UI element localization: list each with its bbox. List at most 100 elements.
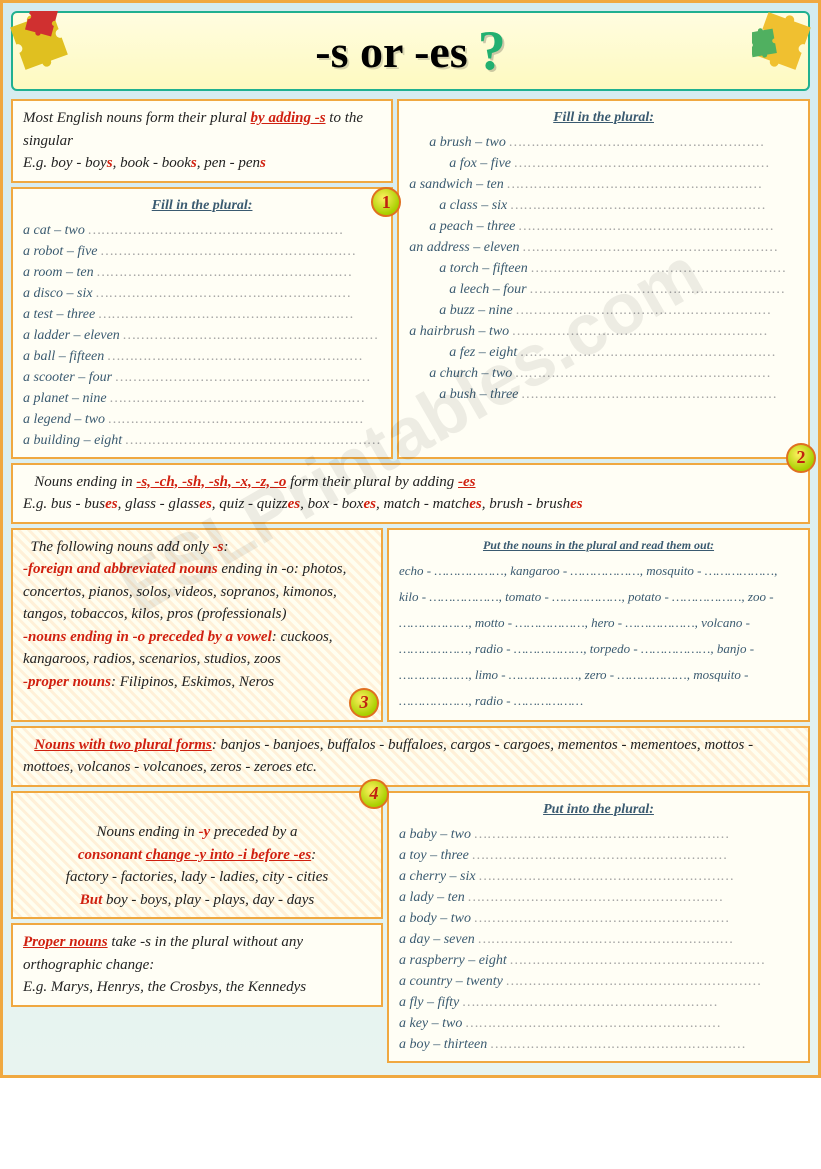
list-item: a toy – three ………………………………………………… bbox=[399, 845, 798, 866]
text: change -y into -i before -es bbox=[146, 847, 311, 863]
text: by adding -s bbox=[251, 110, 326, 126]
text: The following nouns add only bbox=[31, 539, 213, 555]
text: s bbox=[260, 155, 266, 171]
text: But bbox=[80, 892, 103, 908]
exercise-title: Put the nouns in the plural and read the… bbox=[399, 536, 798, 554]
text: Nouns with two plural forms bbox=[34, 737, 212, 753]
badge-1: 1 bbox=[371, 187, 401, 217]
list-item: a baby – two ………………………………………………… bbox=[399, 824, 798, 845]
text: es bbox=[199, 496, 212, 512]
rule-box-4: Nouns with two plural forms: banjos - ba… bbox=[11, 726, 810, 787]
question-mark-icon: ? bbox=[478, 19, 506, 83]
text: Nouns ending in bbox=[96, 824, 198, 840]
list-item: a peach – three ………………………………………………… bbox=[409, 216, 798, 237]
list-item: a robot – five ………………………………………………… bbox=[23, 241, 381, 262]
page-title: -s or -es bbox=[315, 25, 467, 78]
exercise-1: Fill in the plural: a cat – two ……………………… bbox=[11, 187, 393, 459]
list-item: a ladder – eleven ………………………………………………… bbox=[23, 325, 381, 346]
text: echo - ………………, kangaroo - ………………, mosqui… bbox=[399, 558, 798, 714]
text: Nouns ending in bbox=[34, 474, 136, 490]
list-item: a fox – five ………………………………………………… bbox=[409, 153, 798, 174]
exercise-4: Put into the plural: a baby – two ………………… bbox=[387, 791, 810, 1063]
text: E.g. Marys, Henrys, the Crosbys, the Ken… bbox=[23, 979, 306, 995]
title-bar: -s or -es ? bbox=[11, 11, 810, 91]
exercise-3: Put the nouns in the plural and read the… bbox=[387, 528, 810, 722]
list-item: a brush – two ………………………………………………… bbox=[409, 132, 798, 153]
text: : bbox=[311, 847, 316, 863]
text: , quiz - quizz bbox=[212, 496, 288, 512]
badge-4: 4 bbox=[359, 779, 389, 809]
list-item: a cherry – six ………………………………………………… bbox=[399, 866, 798, 887]
text: : bbox=[223, 539, 228, 555]
list-item: a body – two ………………………………………………… bbox=[399, 908, 798, 929]
list-item: a planet – nine ………………………………………………… bbox=[23, 388, 381, 409]
exercise-2: Fill in the plural: a brush – two ………………… bbox=[397, 99, 810, 459]
text: -s, -ch, -sh, -sh, -x, -z, -o bbox=[136, 474, 286, 490]
badge-2: 2 bbox=[786, 443, 816, 473]
list-item: a leech – four ………………………………………………… bbox=[409, 279, 798, 300]
text: -s bbox=[213, 539, 224, 555]
text: Most English nouns form their bbox=[23, 110, 210, 126]
list-item: a disco – six ………………………………………………… bbox=[23, 283, 381, 304]
list-item: a legend – two ………………………………………………… bbox=[23, 409, 381, 430]
text: -proper nouns bbox=[23, 674, 111, 690]
list-item: a class – six ………………………………………………… bbox=[409, 195, 798, 216]
list-item: a key – two ………………………………………………… bbox=[399, 1013, 798, 1034]
text: form their plural by adding bbox=[286, 474, 458, 490]
list-item: a lady – ten ………………………………………………… bbox=[399, 887, 798, 908]
text: , pen - pen bbox=[197, 155, 260, 171]
list-item: a torch – fifteen ………………………………………………… bbox=[409, 258, 798, 279]
text: boy - boys, play - plays, day - days bbox=[102, 892, 314, 908]
list-item: a test – three ………………………………………………… bbox=[23, 304, 381, 325]
exercise-title: Put into the plural: bbox=[399, 799, 798, 820]
text: , brush - brush bbox=[482, 496, 570, 512]
text: -es bbox=[458, 474, 476, 490]
list-item: a scooter – four ………………………………………………… bbox=[23, 367, 381, 388]
list-item: a church – two ………………………………………………… bbox=[409, 363, 798, 384]
list-item: a fez – eight ………………………………………………… bbox=[409, 342, 798, 363]
list-item: a fly – fifty ………………………………………………… bbox=[399, 992, 798, 1013]
rule-box-3: The following nouns add only -s: -foreig… bbox=[11, 528, 383, 722]
text: , box - box bbox=[300, 496, 363, 512]
text: es bbox=[570, 496, 583, 512]
text: factory - factories, lady - ladies, city… bbox=[66, 869, 328, 885]
text: plural bbox=[210, 110, 250, 126]
text: es bbox=[469, 496, 482, 512]
list-item: a ball – fifteen ………………………………………………… bbox=[23, 346, 381, 367]
list-item: a bush – three ………………………………………………… bbox=[409, 384, 798, 405]
text: E.g. bus - bus bbox=[23, 496, 105, 512]
list-item: a building – eight ………………………………………………… bbox=[23, 430, 381, 451]
rule-box-1: Most English nouns form their plural by … bbox=[11, 99, 393, 183]
text: , match - match bbox=[376, 496, 469, 512]
list-item: a room – ten ………………………………………………… bbox=[23, 262, 381, 283]
text: E.g. boy - boy bbox=[23, 155, 107, 171]
text: preceded by a bbox=[210, 824, 297, 840]
list-item: a raspberry – eight ………………………………………………… bbox=[399, 950, 798, 971]
list-item: a sandwich – ten ………………………………………………… bbox=[409, 174, 798, 195]
text: es bbox=[105, 496, 118, 512]
rule-box-5: 4 Nouns ending in -y preceded by a conso… bbox=[11, 791, 383, 920]
list-item: a cat – two ………………………………………………… bbox=[23, 220, 381, 241]
exercise-title: Fill in the plural: bbox=[23, 195, 381, 216]
text: , book - book bbox=[113, 155, 191, 171]
puzzle-icon bbox=[752, 11, 812, 71]
rule-box-6: Proper nouns take -s in the plural witho… bbox=[11, 923, 383, 1007]
text: , glass - glass bbox=[118, 496, 200, 512]
text: consonant bbox=[78, 847, 146, 863]
rule-box-2: Nouns ending in -s, -ch, -sh, -sh, -x, -… bbox=[11, 463, 810, 524]
text: Proper nouns bbox=[23, 934, 108, 950]
list-item: a day – seven ………………………………………………… bbox=[399, 929, 798, 950]
text: -nouns ending in -o preceded by a vowel bbox=[23, 629, 272, 645]
list-item: an address – eleven ………………………………………………… bbox=[409, 237, 798, 258]
text: -foreign and abbreviated nouns bbox=[23, 561, 218, 577]
text: : Filipinos, Eskimos, Neros bbox=[111, 674, 274, 690]
list-item: a buzz – nine ………………………………………………… bbox=[409, 300, 798, 321]
list-item: a hairbrush – two ………………………………………………… bbox=[409, 321, 798, 342]
exercise-title: Fill in the plural: bbox=[409, 107, 798, 128]
text: es bbox=[363, 496, 376, 512]
text: es bbox=[288, 496, 301, 512]
puzzle-icon bbox=[9, 11, 69, 71]
list-item: a country – twenty ………………………………………………… bbox=[399, 971, 798, 992]
badge-3: 3 bbox=[349, 688, 379, 718]
text: -y bbox=[199, 824, 211, 840]
